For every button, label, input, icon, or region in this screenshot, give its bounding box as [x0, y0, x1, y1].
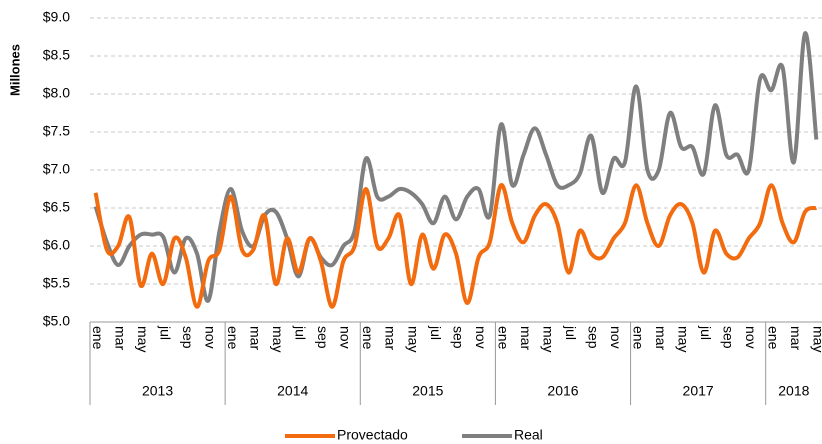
group-label: 2016: [547, 383, 578, 399]
y-tick-label: $9.0: [43, 9, 70, 25]
group-label: 2017: [683, 383, 714, 399]
group-label: 2014: [277, 383, 308, 399]
x-tick-label: mar: [653, 326, 669, 350]
x-tick-label: nov: [608, 326, 624, 349]
x-tick-label: jul: [293, 325, 309, 340]
x-tick-label: may: [676, 326, 692, 352]
x-tick-label: sep: [721, 326, 737, 349]
x-tick-label: may: [811, 326, 822, 352]
x-tick-label: mar: [788, 326, 804, 350]
x-tick-label: may: [405, 326, 421, 352]
x-tick-label: ene: [360, 326, 376, 350]
legend-label: Provectado: [337, 427, 408, 443]
x-tick-label: ene: [225, 326, 241, 350]
x-tick-label: sep: [450, 326, 466, 349]
x-tick-label: ene: [630, 326, 646, 350]
x-tick-label: sep: [315, 326, 331, 349]
group-label: 2013: [142, 383, 173, 399]
y-tick-label: $8.0: [43, 85, 70, 101]
x-tick-label: ene: [495, 326, 511, 350]
y-tick-label: $7.0: [43, 161, 70, 177]
x-tick-label: mar: [112, 326, 128, 350]
x-tick-label: mar: [383, 326, 399, 350]
x-tick-label: sep: [180, 326, 196, 349]
series-line: [93, 31, 819, 303]
x-tick-label: may: [135, 326, 151, 352]
y-tick-label: $8.5: [43, 47, 70, 63]
x-tick-label: jul: [428, 325, 444, 340]
group-label: 2018: [778, 383, 809, 399]
y-tick-label: $5.0: [43, 313, 70, 329]
x-tick-label: sep: [585, 326, 601, 349]
group-label: 2015: [412, 383, 443, 399]
y-axis-label: Millones: [7, 44, 22, 96]
y-tick-label: $6.5: [43, 199, 70, 215]
y-tick-label: $6.0: [43, 237, 70, 253]
x-tick-label: mar: [518, 326, 534, 350]
x-tick-label: jul: [698, 325, 714, 340]
x-tick-label: ene: [766, 326, 782, 350]
x-tick-label: nov: [473, 326, 489, 349]
legend-label: Real: [514, 427, 543, 443]
y-tick-label: $7.5: [43, 123, 70, 139]
x-tick-label: may: [270, 326, 286, 352]
x-tick-label: jul: [157, 325, 173, 340]
x-tick-label: nov: [203, 326, 219, 349]
series-line: [93, 183, 818, 309]
x-tick-label: ene: [90, 326, 106, 350]
y-tick-label: $5.5: [43, 275, 70, 291]
x-tick-label: mar: [248, 326, 264, 350]
x-tick-label: may: [540, 326, 556, 352]
x-tick-label: nov: [338, 326, 354, 349]
x-tick-label: nov: [743, 326, 759, 349]
x-tick-label: jul: [563, 325, 579, 340]
